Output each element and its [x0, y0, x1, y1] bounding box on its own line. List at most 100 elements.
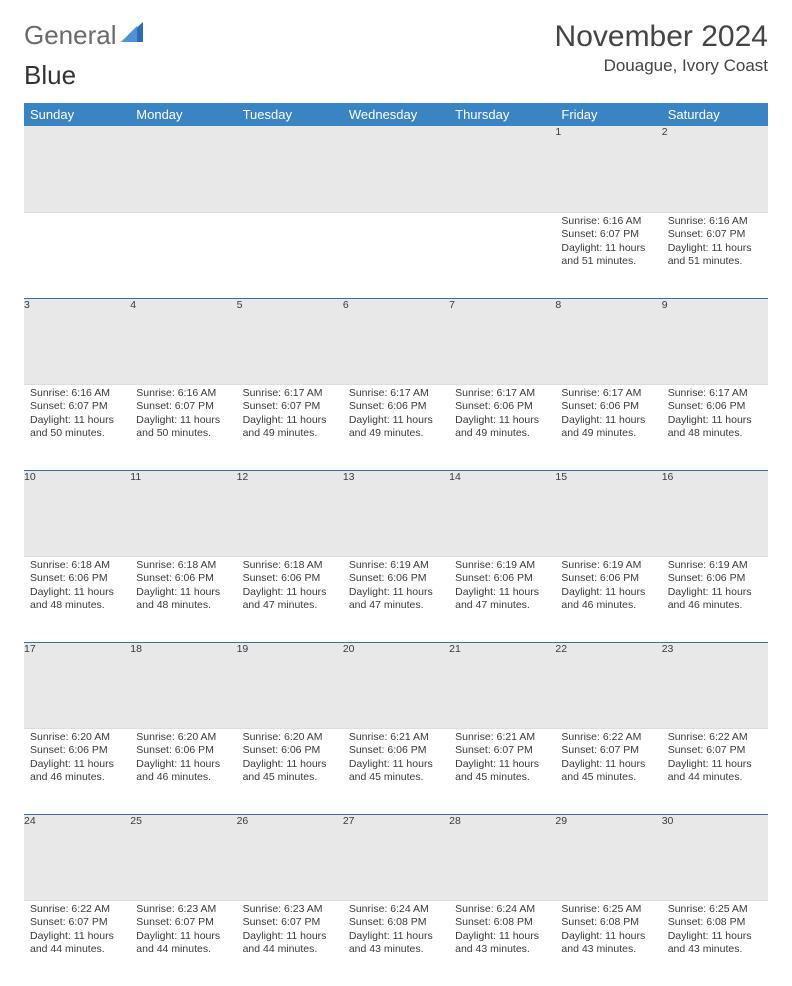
day-cell: Sunrise: 6:22 AMSunset: 6:07 PMDaylight:…: [24, 900, 130, 986]
day-cell: [449, 212, 555, 298]
day-cell: [237, 212, 343, 298]
weekday-header-row: Sunday Monday Tuesday Wednesday Thursday…: [24, 103, 768, 126]
weekday-header: Saturday: [662, 103, 768, 126]
day-cell-body: Sunrise: 6:21 AMSunset: 6:07 PMDaylight:…: [449, 729, 555, 792]
logo-word2: Blue: [24, 60, 76, 90]
day-number: [130, 126, 236, 212]
day-cell: Sunrise: 6:21 AMSunset: 6:07 PMDaylight:…: [449, 728, 555, 814]
day-body-row: Sunrise: 6:18 AMSunset: 6:06 PMDaylight:…: [24, 556, 768, 642]
weekday-header: Thursday: [449, 103, 555, 126]
day-cell: [343, 212, 449, 298]
day-cell: Sunrise: 6:18 AMSunset: 6:06 PMDaylight:…: [130, 556, 236, 642]
day-number: 16: [662, 470, 768, 556]
logo-sail-icon: [121, 20, 147, 51]
day-body-row: Sunrise: 6:20 AMSunset: 6:06 PMDaylight:…: [24, 728, 768, 814]
day-cell-body: Sunrise: 6:22 AMSunset: 6:07 PMDaylight:…: [555, 729, 661, 792]
day-number: 20: [343, 642, 449, 728]
day-cell: Sunrise: 6:19 AMSunset: 6:06 PMDaylight:…: [449, 556, 555, 642]
day-cell-body: Sunrise: 6:18 AMSunset: 6:06 PMDaylight:…: [237, 557, 343, 620]
month-title: November 2024: [555, 20, 768, 54]
calendar-body: 12Sunrise: 6:16 AMSunset: 6:07 PMDayligh…: [24, 126, 768, 986]
day-number: 5: [237, 298, 343, 384]
day-cell: Sunrise: 6:22 AMSunset: 6:07 PMDaylight:…: [555, 728, 661, 814]
day-cell-body: Sunrise: 6:17 AMSunset: 6:06 PMDaylight:…: [555, 385, 661, 448]
day-cell-body: Sunrise: 6:19 AMSunset: 6:06 PMDaylight:…: [343, 557, 449, 620]
day-number: 10: [24, 470, 130, 556]
day-cell-body: Sunrise: 6:20 AMSunset: 6:06 PMDaylight:…: [24, 729, 130, 792]
day-cell: Sunrise: 6:23 AMSunset: 6:07 PMDaylight:…: [130, 900, 236, 986]
day-cell: Sunrise: 6:23 AMSunset: 6:07 PMDaylight:…: [237, 900, 343, 986]
day-cell-body: Sunrise: 6:20 AMSunset: 6:06 PMDaylight:…: [237, 729, 343, 792]
day-cell: [24, 212, 130, 298]
day-cell: Sunrise: 6:16 AMSunset: 6:07 PMDaylight:…: [662, 212, 768, 298]
day-number: 13: [343, 470, 449, 556]
day-number-row: 17181920212223: [24, 642, 768, 728]
day-cell: Sunrise: 6:24 AMSunset: 6:08 PMDaylight:…: [449, 900, 555, 986]
day-cell: Sunrise: 6:18 AMSunset: 6:06 PMDaylight:…: [24, 556, 130, 642]
day-cell-body: Sunrise: 6:23 AMSunset: 6:07 PMDaylight:…: [130, 901, 236, 964]
day-number: 26: [237, 814, 343, 900]
day-number: 8: [555, 298, 661, 384]
day-number: 29: [555, 814, 661, 900]
day-cell: Sunrise: 6:22 AMSunset: 6:07 PMDaylight:…: [662, 728, 768, 814]
day-number: 14: [449, 470, 555, 556]
day-number: 28: [449, 814, 555, 900]
day-cell-body: Sunrise: 6:16 AMSunset: 6:07 PMDaylight:…: [24, 385, 130, 448]
day-cell-body: [343, 213, 449, 221]
calendar-table: Sunday Monday Tuesday Wednesday Thursday…: [24, 103, 768, 986]
weekday-header: Tuesday: [237, 103, 343, 126]
day-body-row: Sunrise: 6:16 AMSunset: 6:07 PMDaylight:…: [24, 384, 768, 470]
day-body-row: Sunrise: 6:16 AMSunset: 6:07 PMDaylight:…: [24, 212, 768, 298]
day-number: 30: [662, 814, 768, 900]
weekday-header: Friday: [555, 103, 661, 126]
day-number: 1: [555, 126, 661, 212]
day-cell-body: Sunrise: 6:18 AMSunset: 6:06 PMDaylight:…: [24, 557, 130, 620]
day-cell: Sunrise: 6:17 AMSunset: 6:07 PMDaylight:…: [237, 384, 343, 470]
day-cell: Sunrise: 6:20 AMSunset: 6:06 PMDaylight:…: [24, 728, 130, 814]
day-cell-body: [24, 213, 130, 221]
day-cell-body: Sunrise: 6:22 AMSunset: 6:07 PMDaylight:…: [662, 729, 768, 792]
day-cell-body: Sunrise: 6:16 AMSunset: 6:07 PMDaylight:…: [555, 213, 661, 276]
day-cell-body: Sunrise: 6:22 AMSunset: 6:07 PMDaylight:…: [24, 901, 130, 964]
day-cell-body: Sunrise: 6:19 AMSunset: 6:06 PMDaylight:…: [449, 557, 555, 620]
day-number: 19: [237, 642, 343, 728]
day-cell-body: Sunrise: 6:19 AMSunset: 6:06 PMDaylight:…: [555, 557, 661, 620]
day-cell-body: Sunrise: 6:20 AMSunset: 6:06 PMDaylight:…: [130, 729, 236, 792]
day-cell: Sunrise: 6:25 AMSunset: 6:08 PMDaylight:…: [555, 900, 661, 986]
day-cell: Sunrise: 6:17 AMSunset: 6:06 PMDaylight:…: [555, 384, 661, 470]
day-number: 11: [130, 470, 236, 556]
day-number: 2: [662, 126, 768, 212]
day-cell: Sunrise: 6:19 AMSunset: 6:06 PMDaylight:…: [555, 556, 661, 642]
day-cell: Sunrise: 6:16 AMSunset: 6:07 PMDaylight:…: [555, 212, 661, 298]
day-number: [24, 126, 130, 212]
day-number: 9: [662, 298, 768, 384]
day-number: 4: [130, 298, 236, 384]
day-cell-body: Sunrise: 6:16 AMSunset: 6:07 PMDaylight:…: [662, 213, 768, 276]
day-number-row: 10111213141516: [24, 470, 768, 556]
day-cell: [130, 212, 236, 298]
day-cell: Sunrise: 6:19 AMSunset: 6:06 PMDaylight:…: [662, 556, 768, 642]
day-number: 6: [343, 298, 449, 384]
day-number: 22: [555, 642, 661, 728]
day-cell-body: Sunrise: 6:25 AMSunset: 6:08 PMDaylight:…: [662, 901, 768, 964]
day-number: 24: [24, 814, 130, 900]
day-number-row: 3456789: [24, 298, 768, 384]
day-cell: Sunrise: 6:24 AMSunset: 6:08 PMDaylight:…: [343, 900, 449, 986]
day-number: 15: [555, 470, 661, 556]
day-cell-body: Sunrise: 6:23 AMSunset: 6:07 PMDaylight:…: [237, 901, 343, 964]
day-cell: Sunrise: 6:17 AMSunset: 6:06 PMDaylight:…: [662, 384, 768, 470]
weekday-header: Wednesday: [343, 103, 449, 126]
day-cell-body: Sunrise: 6:25 AMSunset: 6:08 PMDaylight:…: [555, 901, 661, 964]
day-cell-body: Sunrise: 6:24 AMSunset: 6:08 PMDaylight:…: [449, 901, 555, 964]
day-cell-body: Sunrise: 6:21 AMSunset: 6:06 PMDaylight:…: [343, 729, 449, 792]
day-cell-body: Sunrise: 6:16 AMSunset: 6:07 PMDaylight:…: [130, 385, 236, 448]
logo-word1: General: [24, 20, 117, 51]
day-cell: Sunrise: 6:16 AMSunset: 6:07 PMDaylight:…: [24, 384, 130, 470]
day-number: [449, 126, 555, 212]
day-cell: Sunrise: 6:25 AMSunset: 6:08 PMDaylight:…: [662, 900, 768, 986]
day-number: 7: [449, 298, 555, 384]
day-cell-body: Sunrise: 6:17 AMSunset: 6:06 PMDaylight:…: [449, 385, 555, 448]
day-cell: Sunrise: 6:16 AMSunset: 6:07 PMDaylight:…: [130, 384, 236, 470]
day-cell: Sunrise: 6:20 AMSunset: 6:06 PMDaylight:…: [237, 728, 343, 814]
weekday-header: Sunday: [24, 103, 130, 126]
